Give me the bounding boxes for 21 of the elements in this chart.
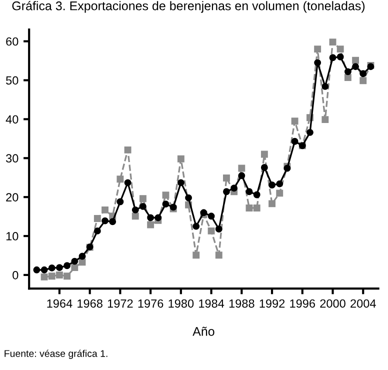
y-tick-label: 60 bbox=[6, 37, 18, 46]
chart-title: Gráfica 3. Exportaciones de berenjenas en volumen (toneladas) bbox=[12, 0, 365, 13]
x-axis-title: Año bbox=[192, 326, 214, 336]
y-tick-label: 10 bbox=[6, 232, 18, 240]
x-tick-label: 1992 bbox=[260, 299, 285, 308]
y-tick-label: 0 bbox=[12, 271, 18, 280]
x-tick-label: 1988 bbox=[229, 299, 254, 308]
y-tick-label: 20 bbox=[6, 193, 18, 202]
y-tick-label: 50 bbox=[6, 76, 18, 85]
x-tick-label: 1968 bbox=[78, 299, 102, 308]
x-tick-label: 1984 bbox=[199, 299, 224, 308]
x-tick-label: 1980 bbox=[168, 299, 194, 308]
source-note: Fuente: véase gráfica 1. bbox=[4, 350, 108, 359]
y-tick-label: 40 bbox=[6, 115, 18, 124]
x-tick-label: 2004 bbox=[350, 299, 376, 308]
x-tick-label: 1964 bbox=[47, 299, 72, 308]
x-tick-label: 2000 bbox=[320, 299, 346, 308]
y-tick-label: 30 bbox=[6, 154, 18, 163]
x-tick-label: 1996 bbox=[290, 299, 315, 308]
x-tick-label: 1976 bbox=[138, 299, 164, 308]
x-tick-label: 1972 bbox=[108, 299, 133, 308]
